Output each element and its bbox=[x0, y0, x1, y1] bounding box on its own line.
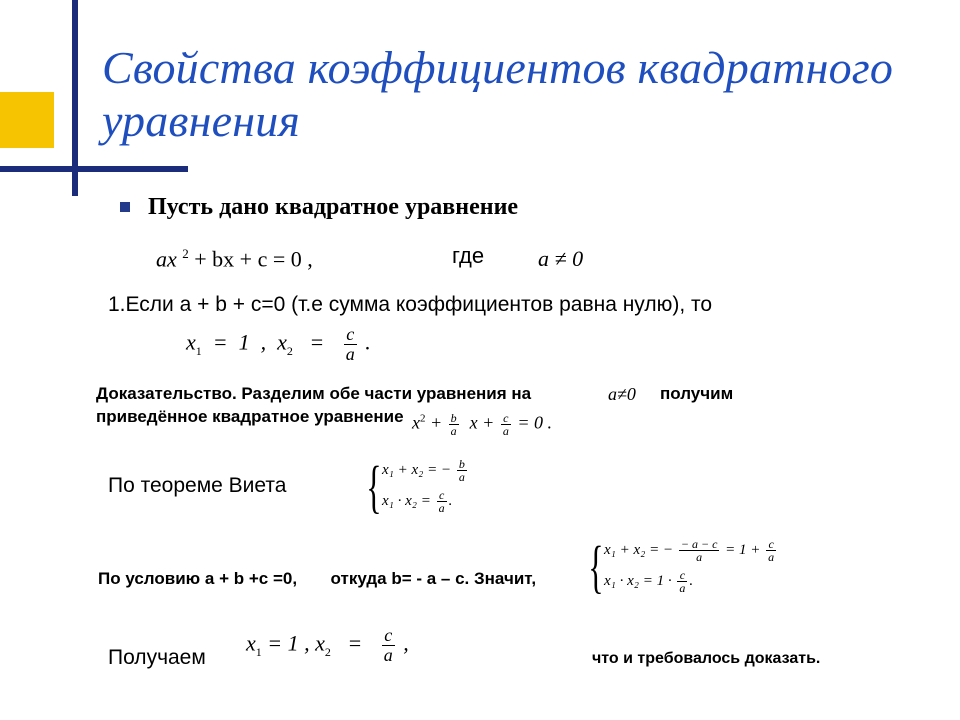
frac-den: a bbox=[344, 345, 357, 364]
proof-part2: приведённое квадратное уравнение bbox=[96, 407, 404, 427]
frac-c-over-a: c a bbox=[341, 325, 360, 364]
brace-1: { bbox=[366, 458, 381, 516]
f-den: a bbox=[382, 646, 395, 665]
eq-sup: 2 bbox=[182, 246, 189, 261]
eq-ax: ax bbox=[156, 246, 177, 271]
x2: x bbox=[277, 329, 287, 354]
slide-title: Свойства коэффициентов квадратного уравн… bbox=[102, 42, 922, 148]
s2-r2-den: a bbox=[677, 582, 687, 594]
a-ne-0: a ≠ 0 bbox=[538, 246, 583, 272]
f-sep: , bbox=[304, 630, 315, 655]
eq-rest: + bx + c = 0 , bbox=[194, 246, 313, 271]
x1-val: 1 bbox=[239, 329, 250, 354]
f-comma: , bbox=[403, 630, 409, 655]
decor-square bbox=[0, 92, 54, 148]
f-s2: 2 bbox=[325, 645, 331, 659]
decor-horizontal-line bbox=[0, 166, 188, 172]
r-plus2: + bbox=[482, 413, 499, 433]
f-frac: c a bbox=[379, 626, 398, 665]
v-r2-pre: x₁ · x₂ = bbox=[382, 493, 435, 509]
proof-part1b: получим bbox=[660, 384, 733, 404]
cond-a: По условию a + b +c =0, bbox=[98, 569, 297, 588]
frac-c-a: c a bbox=[499, 412, 513, 437]
s2-r2-frac: c a bbox=[675, 569, 689, 594]
equation-main: ax 2 + bx + c = 0 , bbox=[156, 246, 313, 272]
v-r2-frac: c a bbox=[435, 489, 449, 514]
r-eq0: = 0 . bbox=[517, 413, 552, 433]
final-equation: x1 = 1 , x2 = c a , bbox=[246, 626, 409, 665]
r-sup: 2 bbox=[420, 413, 426, 425]
fba-den: a bbox=[449, 425, 459, 437]
x1: x bbox=[186, 329, 196, 354]
v-r1-den: a bbox=[457, 471, 467, 483]
proof-ane0: a≠0 bbox=[608, 384, 636, 405]
f-s1: 1 bbox=[256, 645, 262, 659]
s2-r1-frac1: − a − c a bbox=[677, 538, 722, 563]
rx2: x bbox=[470, 413, 478, 433]
f-num: c bbox=[382, 626, 395, 646]
vieta-system: x₁ + x₂ = − b a x₁ · x₂ = c a . bbox=[382, 458, 469, 520]
vieta-label: По теореме Виета bbox=[108, 474, 286, 498]
s2-row2: x₁ · x₂ = 1 · c a . bbox=[604, 569, 778, 594]
final-label: Получаем bbox=[108, 646, 206, 670]
x2-sub: 2 bbox=[287, 344, 293, 358]
v-r1-pre: x₁ + x₂ = − bbox=[382, 462, 455, 478]
condition-1: 1.Если a + b + c=0 (т.е сумма коэффициен… bbox=[108, 293, 712, 317]
proof-part1: Доказательство. Разделим обе части уравн… bbox=[96, 384, 531, 404]
v-r2-den: a bbox=[437, 502, 447, 514]
fca-den: a bbox=[501, 425, 511, 437]
frac-num: c bbox=[344, 325, 357, 345]
system-2: x₁ + x₂ = − − a − c a = 1 + c a x₁ · x₂ … bbox=[604, 538, 778, 600]
qed: что и требовалось доказать. bbox=[592, 650, 820, 668]
r-plus1: + bbox=[430, 413, 447, 433]
roots-tail: . bbox=[365, 329, 371, 354]
f-x1: x bbox=[246, 630, 256, 655]
s2-r1-frac2: c a bbox=[764, 538, 778, 563]
gde-label: где bbox=[452, 243, 484, 269]
s2-r2-pre: x₁ · x₂ = 1 · bbox=[604, 573, 675, 589]
f-x2: x bbox=[315, 630, 325, 655]
vieta-row2: x₁ · x₂ = c a . bbox=[382, 489, 469, 514]
f-v1: 1 bbox=[288, 630, 299, 655]
vieta-row1: x₁ + x₂ = − b a bbox=[382, 458, 469, 483]
reduced-equation: x2 + b a x + c a = 0 . bbox=[412, 412, 552, 437]
condition-line: По условию a + b +c =0, откуда b= - a – … bbox=[98, 569, 536, 589]
v-r1-frac: b a bbox=[455, 458, 469, 483]
s2-r1-pre: x₁ + x₂ = − bbox=[604, 542, 677, 558]
s2-row1: x₁ + x₂ = − − a − c a = 1 + c a bbox=[604, 538, 778, 563]
lead-text: Пусть дано квадратное уравнение bbox=[148, 194, 518, 221]
frac-b-a: b a bbox=[447, 412, 461, 437]
cond-b: откуда b= - a – c. Значит, bbox=[331, 569, 537, 588]
roots-equation: x1 = 1 , x2 = c a . bbox=[186, 325, 371, 364]
x1-sub: 1 bbox=[196, 344, 202, 358]
s2-dot: . bbox=[689, 573, 693, 589]
rx: x bbox=[412, 413, 420, 433]
s2-r1-den: a bbox=[679, 551, 720, 563]
f-eq1: = bbox=[267, 630, 287, 655]
brace-2: { bbox=[588, 538, 603, 596]
v-dot: . bbox=[449, 493, 453, 509]
s2-r1-den2: a bbox=[766, 551, 776, 563]
bullet-icon bbox=[120, 202, 130, 212]
s2-r1-mid: = 1 + bbox=[725, 542, 764, 558]
